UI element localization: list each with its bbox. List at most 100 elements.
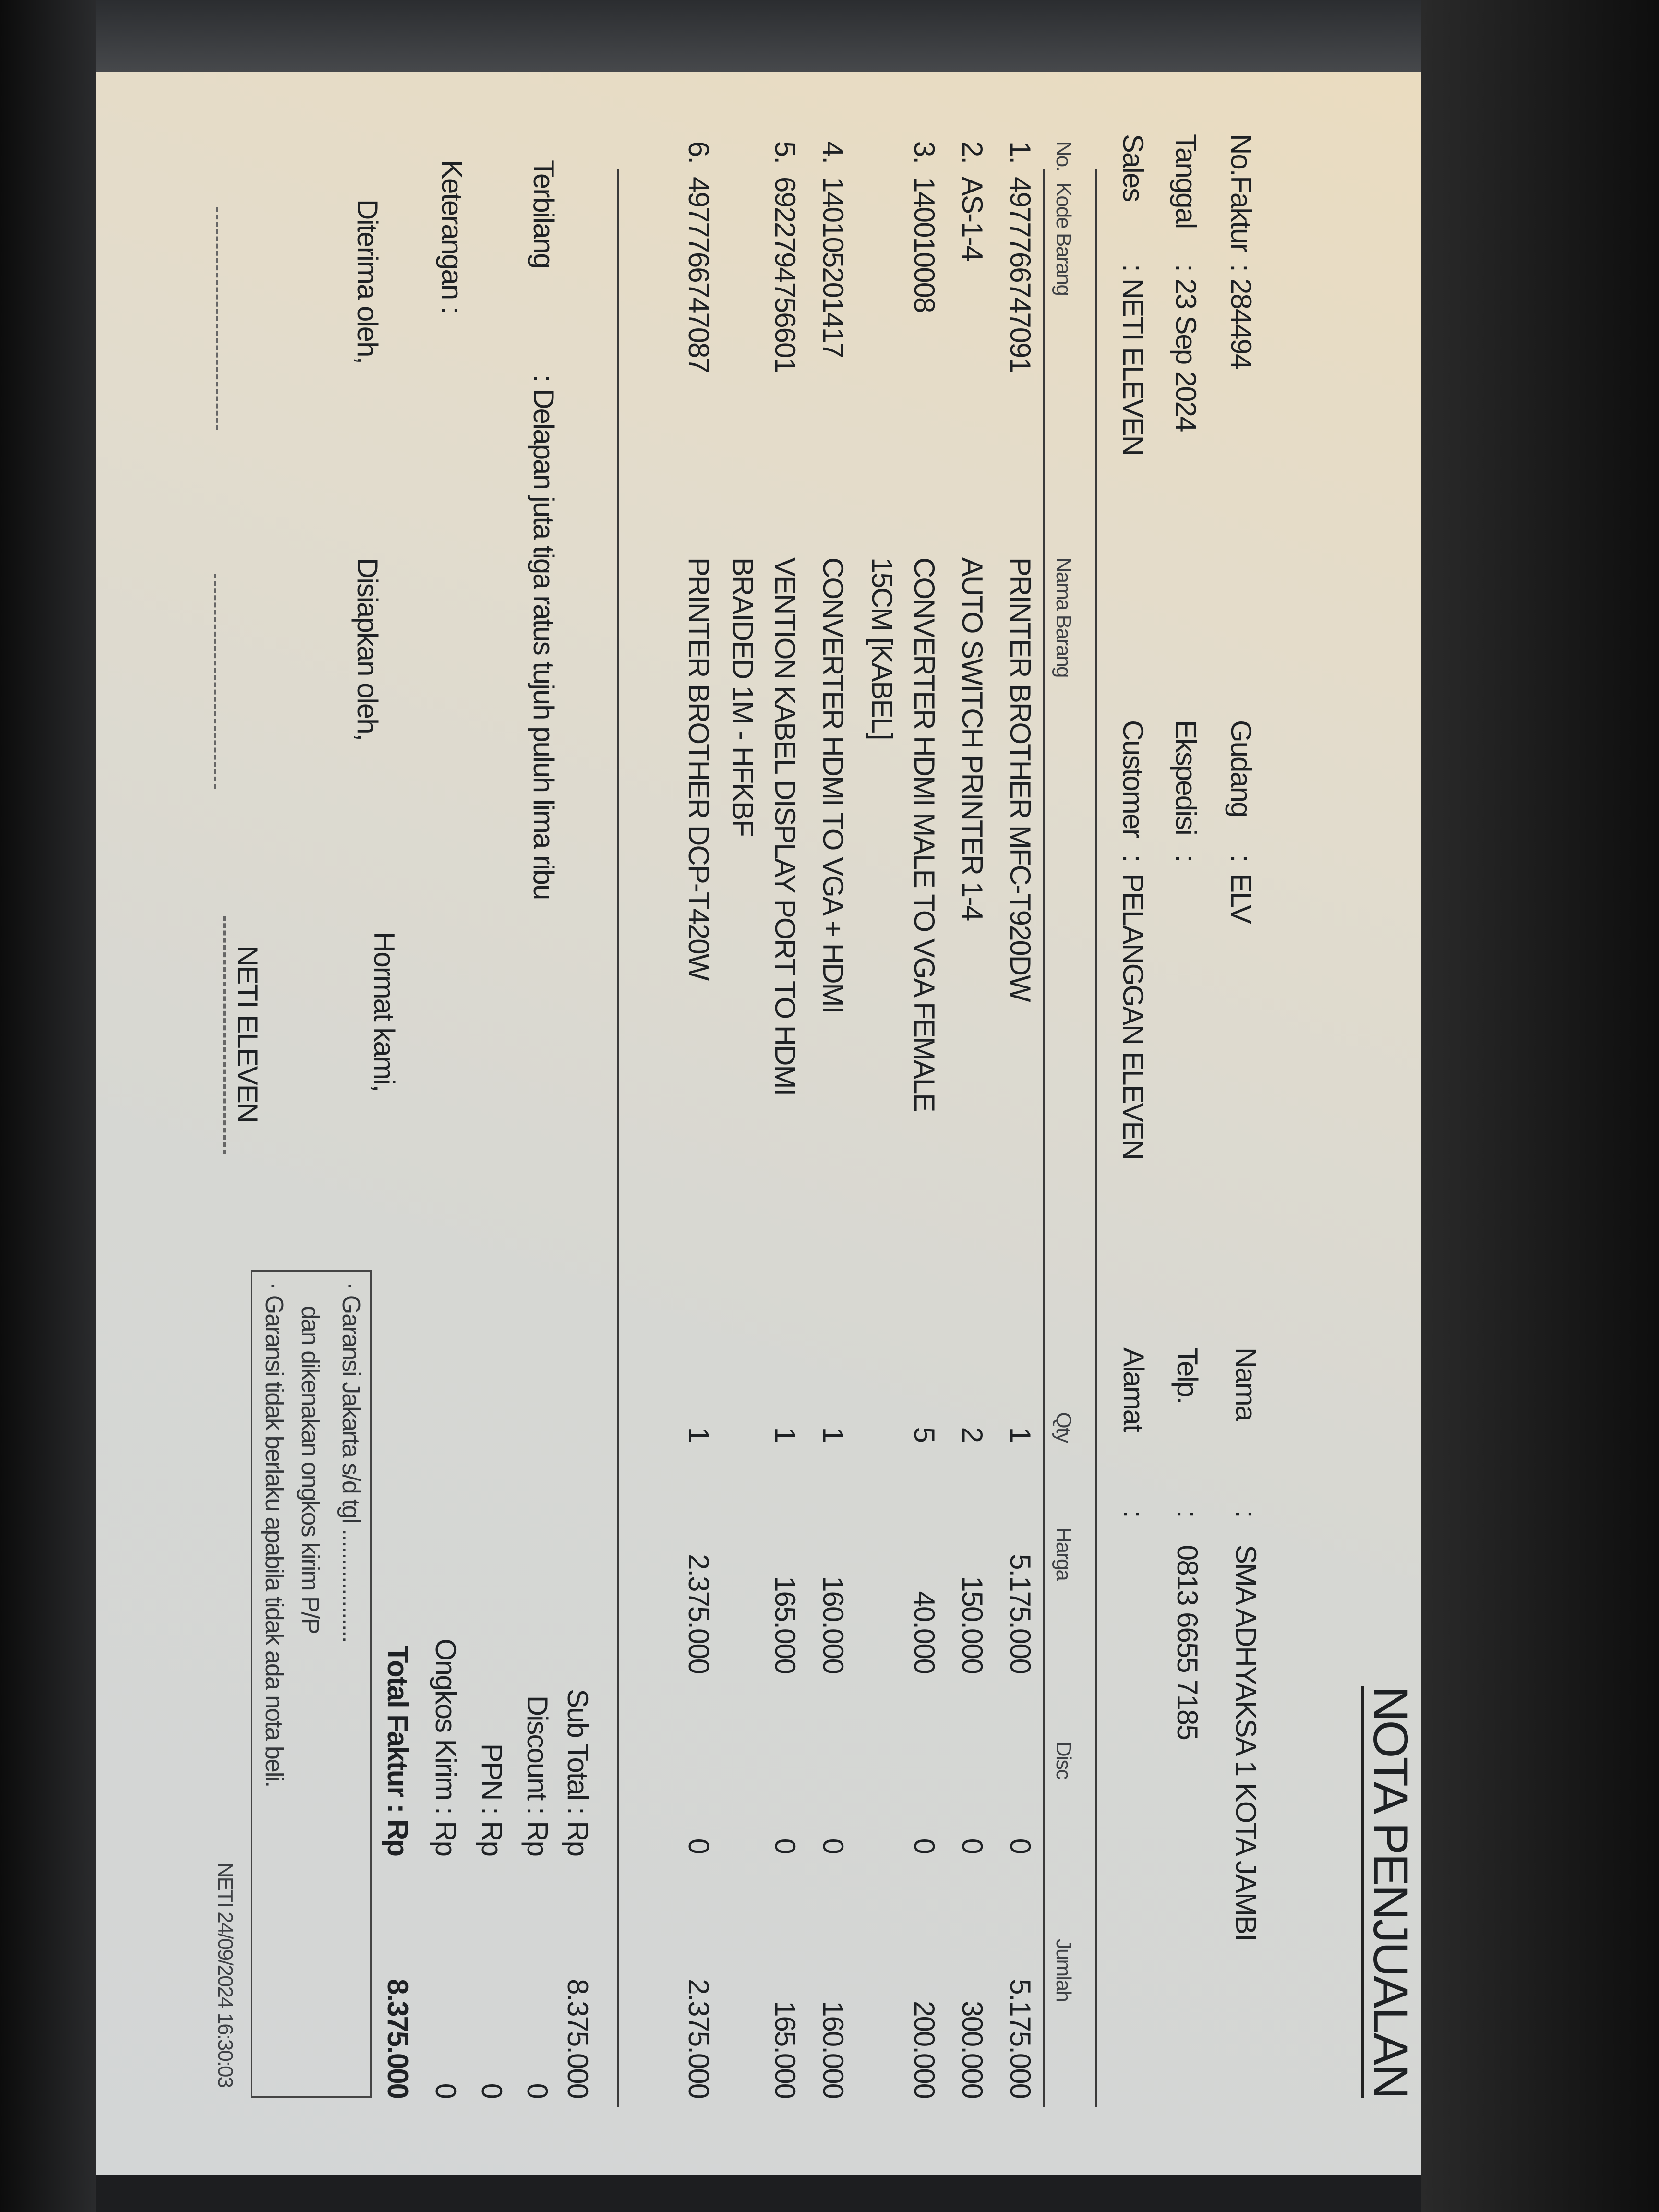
col-kode: Kode Barang — [1052, 182, 1075, 295]
screen-bezel-left — [0, 0, 96, 2212]
cell-kode: 6922794756601 — [769, 177, 801, 373]
cell-nama-continued: 15CM [KABEL] — [866, 557, 898, 740]
note-line: dan dikenakan ongkos kirim P/P — [296, 1306, 324, 1634]
label-no-faktur: No.Faktur — [1225, 134, 1257, 252]
value-sales: NETI ELEVEN — [1117, 278, 1149, 456]
signature-line-diterima — [216, 207, 218, 430]
invoice-document: NOTA PENJUALAN No.Faktur : 284494 Tangga… — [86, 82, 1421, 2146]
label-disiapkan-oleh: Disiapkan oleh, — [351, 558, 384, 741]
cell-nama: AUTO SWITCH PRINTER 1-4 — [956, 557, 988, 921]
total-label: PPN : Rp — [476, 1743, 508, 1856]
value-nama: SMA ADHYAKSA 1 KOTA JAMBI — [1230, 1545, 1262, 1941]
cell-kode: 4977766747087 — [683, 177, 715, 373]
cell-no: 5. — [769, 141, 801, 164]
label-tanggal: Tanggal — [1170, 134, 1202, 228]
cell-nama: PRINTER BROTHER DCP-T420W — [683, 557, 715, 980]
col-no: No. — [1052, 141, 1075, 171]
total-value: 0 — [430, 2083, 462, 2098]
col-nama: Nama Barang — [1052, 557, 1075, 677]
total-label: Discount : Rp — [521, 1695, 553, 1856]
cell-nama-continued: BRAIDED 1M - HFKBF — [727, 557, 759, 836]
value-gudang: ELV — [1225, 874, 1257, 923]
value-terbilang: : Delapan juta tiga ratus tujuh puluh li… — [528, 374, 560, 900]
total-label: Total Faktur : Rp — [382, 1645, 414, 1856]
cell-qty: 2 — [956, 1427, 988, 1442]
page-title: NOTA PENJUALAN — [1361, 1686, 1418, 2098]
cell-disc: 0 — [1004, 1838, 1036, 1853]
cell-jumlah: 160.000 — [817, 2001, 849, 2098]
col-harga: Harga — [1052, 1527, 1075, 1580]
col-jumlah: Jumlah — [1052, 1939, 1075, 2001]
signature-name: NETI ELEVEN — [231, 946, 264, 1123]
cell-harga: 160.000 — [817, 1576, 849, 1673]
total-value: 0 — [521, 2083, 553, 2098]
total-value: 8.375.000 — [562, 1979, 594, 2098]
cell-disc: 0 — [683, 1838, 715, 1853]
warranty-notes-box: · Garansi Jakarta s/d tgl ..............… — [251, 1270, 372, 2098]
cell-no: 4. — [817, 141, 849, 164]
sep: : — [1117, 264, 1149, 271]
label-telp: Telp. — [1171, 1347, 1203, 1404]
label-customer: Customer — [1117, 720, 1149, 838]
cell-jumlah: 200.000 — [908, 2001, 940, 2098]
cell-kode: 140105201417 — [817, 177, 849, 358]
cell-no: 1. — [1004, 141, 1036, 164]
screen-bezel-top — [0, 0, 1659, 82]
total-label: Ongkos Kirim : Rp — [430, 1638, 462, 1856]
cell-kode: 4977766747091 — [1004, 177, 1036, 373]
table-top-rule — [1095, 169, 1097, 2107]
sep: : — [1225, 854, 1257, 862]
cell-jumlah: 300.000 — [956, 2001, 988, 2098]
note-line: · Garansi tidak berlaku apabila tidak ad… — [260, 1282, 288, 1787]
cell-harga: 40.000 — [908, 1591, 940, 1673]
label-keterangan: Keterangan : — [436, 160, 468, 313]
cell-disc: 0 — [908, 1838, 940, 1853]
total-value: 0 — [476, 2083, 508, 2098]
sep: : — [1171, 1510, 1203, 1517]
signature-line-hormat — [223, 916, 226, 1154]
cell-harga: 5.175.000 — [1004, 1554, 1036, 1673]
cell-no: 6. — [683, 141, 715, 164]
value-telp: 0813 6655 7185 — [1171, 1545, 1203, 1740]
cell-no: 2. — [956, 141, 988, 164]
note-line: · Garansi Jakarta s/d tgl ..............… — [337, 1282, 365, 1642]
label-ekspedisi: Ekspedisi — [1170, 720, 1202, 835]
value-no-faktur: 284494 — [1225, 278, 1257, 369]
label-terbilang: Terbilang — [528, 160, 560, 268]
cell-nama: CONVERTER HDMI MALE TO VGA FEMALE — [908, 557, 940, 1112]
label-diterima-oleh: Diterima oleh, — [351, 199, 384, 364]
sep: : — [1118, 1510, 1150, 1517]
value-customer: PELANGGAN ELEVEN — [1117, 874, 1149, 1159]
cell-qty: 1 — [1004, 1427, 1036, 1442]
cell-kode: 140010008 — [908, 177, 940, 313]
screen-bezel-right — [1421, 0, 1659, 2212]
sep: : — [1170, 264, 1202, 271]
cell-nama: VENTION KABEL DISPLAY PORT TO HDMI — [769, 557, 801, 1095]
cell-harga: 2.375.000 — [683, 1554, 715, 1673]
cell-no: 3. — [908, 141, 940, 164]
cell-harga: 150.000 — [956, 1576, 988, 1673]
cell-jumlah: 2.375.000 — [683, 1979, 715, 2098]
document-page — [96, 72, 1421, 2175]
print-footer: NETI 24/09/2024 16:30:03 — [214, 1862, 237, 2087]
cell-qty: 1 — [683, 1427, 715, 1442]
sep: : — [1117, 854, 1149, 862]
cell-harga: 165.000 — [769, 1576, 801, 1673]
sep: : — [1230, 1510, 1262, 1517]
cell-kode: AS-1-4 — [956, 177, 988, 261]
label-sales: Sales — [1117, 134, 1149, 202]
table-bottom-rule — [617, 169, 619, 2107]
cell-qty: 5 — [908, 1427, 940, 1442]
cell-jumlah: 165.000 — [769, 2001, 801, 2098]
table-header-rule — [1043, 169, 1045, 2107]
signature-line-disiapkan — [214, 574, 216, 789]
label-hormat-kami: Hormat kami, — [368, 932, 400, 1092]
cell-qty: 1 — [817, 1427, 849, 1442]
total-label: Sub Total : Rp — [562, 1689, 594, 1856]
label-nama: Nama — [1230, 1347, 1262, 1421]
cell-jumlah: 5.175.000 — [1004, 1979, 1036, 2098]
cell-disc: 0 — [956, 1838, 988, 1853]
col-disc: Disc — [1052, 1742, 1075, 1779]
value-tanggal: 23 Sep 2024 — [1170, 278, 1202, 432]
cell-nama: PRINTER BROTHER MFC-T920DW — [1004, 557, 1036, 1001]
